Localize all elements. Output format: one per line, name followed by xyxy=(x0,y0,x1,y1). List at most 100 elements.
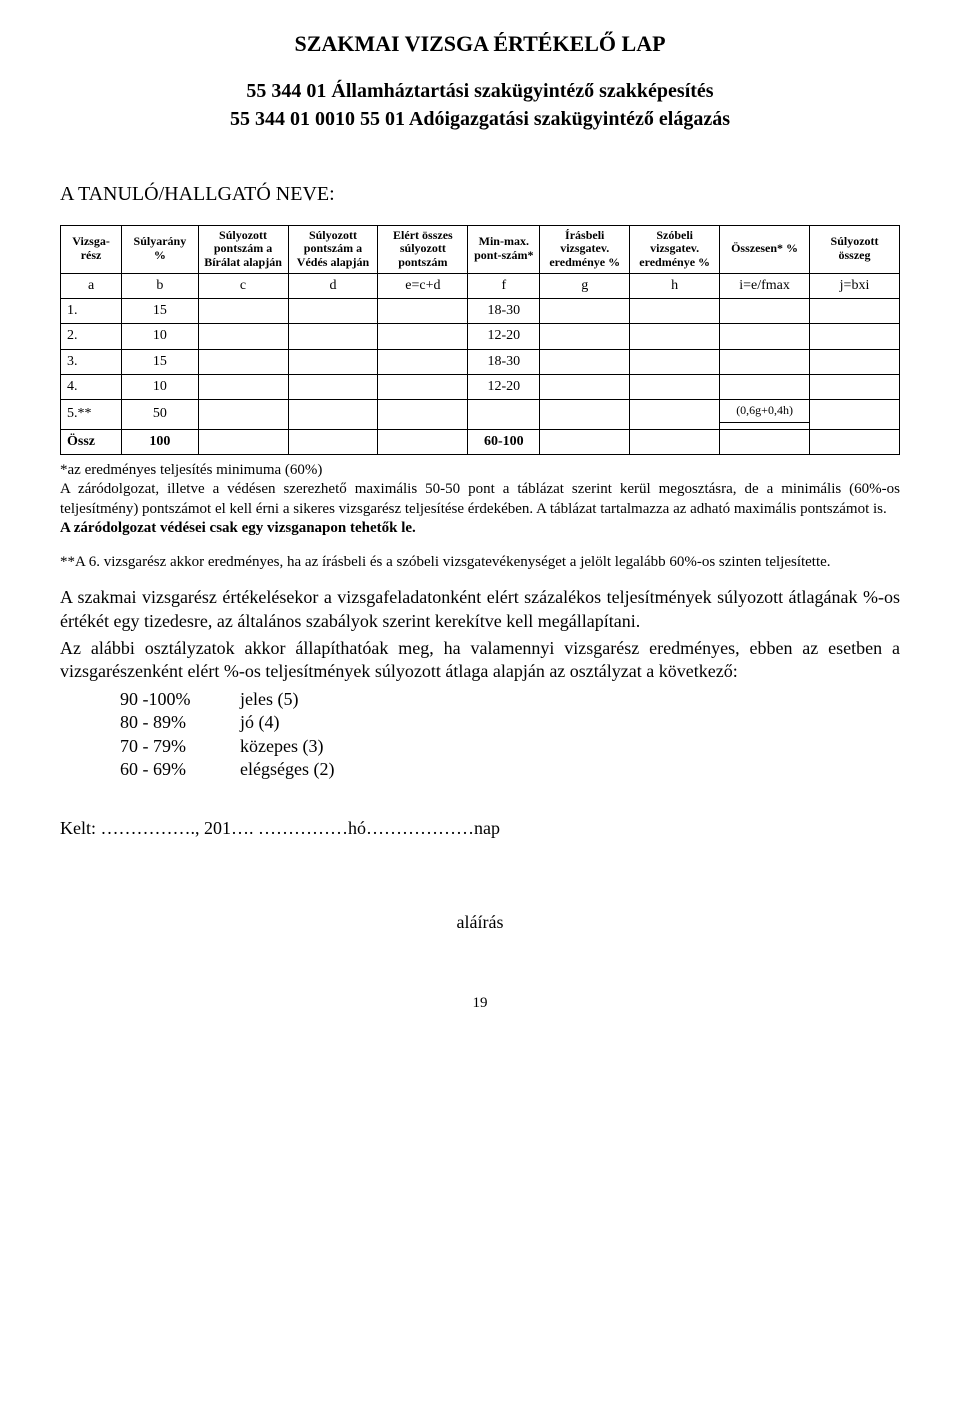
table-row: 4. 10 12-20 xyxy=(61,374,900,399)
table-row: 1. 15 18-30 xyxy=(61,299,900,324)
formula-j: j=bxi xyxy=(810,273,900,298)
note-star6: **A 6. vizsgarész akkor eredményes, ha a… xyxy=(60,553,900,573)
row5-e xyxy=(378,399,468,429)
row4-j xyxy=(810,374,900,399)
row3-j xyxy=(810,349,900,374)
formula-d: d xyxy=(288,273,378,298)
row1-j xyxy=(810,299,900,324)
row1-d xyxy=(288,299,378,324)
formula-i: i=e/fmax xyxy=(720,273,810,298)
formula-f: f xyxy=(468,273,540,298)
row4-w: 10 xyxy=(122,374,198,399)
page-number: 19 xyxy=(60,994,900,1014)
formula-b: b xyxy=(122,273,198,298)
row4-e xyxy=(378,374,468,399)
grade-row: 60 - 69% elégséges (2) xyxy=(120,758,900,781)
row2-n: 2. xyxy=(61,324,122,349)
header-osszes: Elért összes súlyozott pontszám xyxy=(378,225,468,273)
row1-n: 1. xyxy=(61,299,122,324)
row2-i xyxy=(720,324,810,349)
row5-f xyxy=(468,399,540,429)
grade-range: 60 - 69% xyxy=(120,758,240,781)
grade-row: 80 - 89% jó (4) xyxy=(120,711,900,734)
sum-range: 60-100 xyxy=(468,429,540,454)
row4-h xyxy=(630,374,720,399)
row5-j xyxy=(810,399,900,429)
row3-i xyxy=(720,349,810,374)
subtitle-line-1: 55 344 01 Államháztartási szakügyintéző … xyxy=(246,80,713,102)
row4-n: 4. xyxy=(61,374,122,399)
header-biralat: Súlyozott pontszám a Bírálat alapján xyxy=(198,225,288,273)
row5-w: 50 xyxy=(122,399,198,429)
grades-list: 90 -100% jeles (5) 80 - 89% jó (4) 70 - … xyxy=(60,688,900,782)
evaluation-table: Vizsga-rész Súlyarány % Súlyozott pontsz… xyxy=(60,225,900,455)
formula-e: e=c+d xyxy=(378,273,468,298)
table-row: 3. 15 18-30 xyxy=(61,349,900,374)
row4-i xyxy=(720,374,810,399)
row5-g xyxy=(540,399,630,429)
formula-a: a xyxy=(61,273,122,298)
paragraph-1: A szakmai vizsgarész értékelésekor a viz… xyxy=(60,586,900,633)
grade-range: 80 - 89% xyxy=(120,711,240,734)
row1-range: 18-30 xyxy=(468,299,540,324)
subtitle-line-2: 55 344 01 0010 55 01 Adóigazgatási szakü… xyxy=(230,108,730,130)
table-row-5: 5.** 50 (0,6g+0,4h) xyxy=(61,399,900,422)
row1-e xyxy=(378,299,468,324)
row3-e xyxy=(378,349,468,374)
table-header-row: Vizsga-rész Súlyarány % Súlyozott pontsz… xyxy=(61,225,900,273)
sum-g xyxy=(540,429,630,454)
row1-i xyxy=(720,299,810,324)
row5-n: 5.** xyxy=(61,399,122,429)
header-sulyozott: Súlyozott összeg xyxy=(810,225,900,273)
sum-j xyxy=(810,429,900,454)
grade-label: jó (4) xyxy=(240,711,280,734)
sum-e xyxy=(378,429,468,454)
grade-label: jeles (5) xyxy=(240,688,298,711)
row2-j xyxy=(810,324,900,349)
row1-h xyxy=(630,299,720,324)
grade-row: 70 - 79% közepes (3) xyxy=(120,735,900,758)
note-bold: A záródolgozat védései csak egy vizsgana… xyxy=(60,519,900,539)
row1-c xyxy=(198,299,288,324)
signature-label: aláírás xyxy=(60,911,900,934)
header-sulyarany: Súlyarány % xyxy=(122,225,198,273)
student-name-label: A TANULÓ/HALLGATÓ NEVE: xyxy=(60,181,900,207)
grade-range: 90 -100% xyxy=(120,688,240,711)
row5-i-empty xyxy=(720,422,810,429)
grade-label: közepes (3) xyxy=(240,735,323,758)
row4-g xyxy=(540,374,630,399)
row2-w: 10 xyxy=(122,324,198,349)
row3-range: 18-30 xyxy=(468,349,540,374)
row3-h xyxy=(630,349,720,374)
paragraph-2: Az alábbi osztályzatok akkor állapítható… xyxy=(60,637,900,684)
row4-c xyxy=(198,374,288,399)
grade-row: 90 -100% jeles (5) xyxy=(120,688,900,711)
formula-h: h xyxy=(630,273,720,298)
sum-w: 100 xyxy=(122,429,198,454)
row3-g xyxy=(540,349,630,374)
row1-w: 15 xyxy=(122,299,198,324)
header-vizsgaresz: Vizsga-rész xyxy=(61,225,122,273)
formula-c: c xyxy=(198,273,288,298)
sum-d xyxy=(288,429,378,454)
note-zarodolgozat: A záródolgozat, illetve a védésen szerez… xyxy=(60,480,900,519)
table-sum-row: Össz 100 60-100 xyxy=(61,429,900,454)
row2-g xyxy=(540,324,630,349)
row2-e xyxy=(378,324,468,349)
header-irasbeli: Írásbeli vizsgatev. eredménye % xyxy=(540,225,630,273)
sum-i xyxy=(720,429,810,454)
row4-d xyxy=(288,374,378,399)
row5-h xyxy=(630,399,720,429)
header-minmax: Min-max. pont-szám* xyxy=(468,225,540,273)
row3-d xyxy=(288,349,378,374)
row1-g xyxy=(540,299,630,324)
row2-h xyxy=(630,324,720,349)
date-line: Kelt: ……………., 201…. ……………hó………………nap xyxy=(60,817,900,840)
page-subtitle: 55 344 01 Államháztartási szakügyintéző … xyxy=(60,77,900,133)
row3-n: 3. xyxy=(61,349,122,374)
header-szobeli: Szóbeli vizsgatev. eredménye % xyxy=(630,225,720,273)
row3-w: 15 xyxy=(122,349,198,374)
header-vedes: Súlyozott pontszám a Védés alapján xyxy=(288,225,378,273)
row2-range: 12-20 xyxy=(468,324,540,349)
sum-label: Össz xyxy=(61,429,122,454)
